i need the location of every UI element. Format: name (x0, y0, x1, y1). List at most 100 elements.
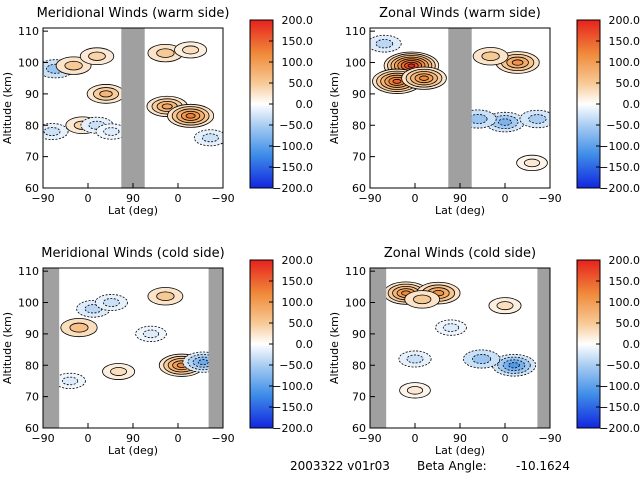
contour-level (413, 294, 432, 305)
colorbar-tick-label: −100.0 (599, 380, 640, 393)
colorbar-tick-label: 0.0 (623, 338, 640, 351)
y-axis-label: Altitude (km) (1, 72, 14, 144)
y-tick-label: 100 (345, 297, 366, 310)
masked-band (121, 28, 145, 188)
x-tick-label: −90 (211, 432, 234, 445)
colorbar-tick-label: 100.0 (282, 296, 314, 309)
x-tick-label: −90 (538, 192, 561, 205)
masked-band (208, 268, 223, 428)
contour-level (523, 158, 541, 168)
run-id-label: 2003322 v01r03 (290, 459, 390, 473)
colorbar-tick-label: 0.0 (296, 98, 314, 111)
y-tick-label: 90 (352, 88, 366, 101)
contour-level (419, 75, 429, 81)
wind-feature-4 (488, 297, 522, 315)
contour-level (481, 51, 500, 62)
colorbar-tick-label: −150.0 (599, 161, 640, 174)
colorbar-tick-label: 50.0 (616, 317, 640, 330)
x-tick-label: 0 (502, 432, 509, 445)
contour-level (102, 298, 120, 307)
contour-field (383, 281, 537, 399)
colorbar-tick-label: −50.0 (606, 119, 640, 132)
y-tick-label: 110 (345, 25, 366, 38)
colorbar-tick-label: 200.0 (609, 254, 640, 267)
wind-feature-5 (495, 51, 540, 74)
colorbar-tick-label: 200.0 (282, 14, 314, 27)
contour-field (43, 41, 223, 147)
contour-level (161, 103, 173, 110)
wind-feature-10 (167, 103, 215, 128)
wind-feature-8 (102, 363, 136, 380)
wind-feature-4 (79, 47, 115, 66)
contour-level (496, 301, 514, 311)
y-tick-label: 80 (352, 359, 366, 372)
y-tick-label: 60 (352, 422, 366, 435)
contour-level (61, 376, 79, 386)
wind-feature-4 (147, 287, 184, 306)
wind-feature-7 (43, 123, 69, 140)
wind-feature-3 (404, 290, 441, 309)
contour-level (103, 127, 120, 136)
contour-level (392, 78, 402, 84)
colorbar-tick-label: −100.0 (272, 140, 313, 153)
y-axis-label: Altitude (km) (328, 312, 341, 384)
x-tick-label: 0 (85, 432, 92, 445)
x-tick-label: 90 (453, 192, 467, 205)
contour-level (185, 113, 196, 119)
x-tick-label: 90 (126, 432, 140, 445)
panel-4: Zonal Winds (cold side) 60 70 80 90 100 110 −90… (328, 246, 640, 457)
contour-level (406, 354, 424, 364)
wind-feature-11 (147, 43, 184, 63)
y-tick-label: 70 (25, 391, 39, 404)
x-tick-label: 0 (502, 192, 509, 205)
y-tick-label: 70 (352, 151, 366, 164)
x-tick-label: −90 (358, 192, 381, 205)
contour-level (110, 367, 128, 376)
y-tick-label: 80 (352, 119, 366, 132)
y-tick-label: 110 (18, 25, 39, 38)
chart-title: Zonal Winds (cold side) (384, 246, 536, 261)
contour-level (197, 359, 209, 366)
wind-feature-10 (516, 154, 548, 172)
contour-level (442, 323, 460, 332)
y-tick-label: 60 (25, 182, 39, 195)
masked-band (448, 28, 472, 188)
colorbar-tick-label: −100.0 (272, 380, 313, 393)
contour-level (99, 90, 113, 98)
x-axis-label: Lat (deg) (108, 204, 158, 217)
chart-title: Meridional Winds (cold side) (41, 246, 224, 261)
x-axis-label: Lat (deg) (108, 444, 158, 457)
contour-level (182, 45, 200, 55)
colorbar-tick-label: 150.0 (282, 35, 314, 48)
x-axis-label: Lat (deg) (435, 204, 485, 217)
y-axis-label: Altitude (km) (1, 312, 14, 384)
y-tick-label: 70 (25, 151, 39, 164)
colorbar-tick-label: 50.0 (616, 77, 640, 90)
y-tick-label: 100 (18, 297, 39, 310)
x-tick-label: 0 (175, 432, 182, 445)
contour-level (508, 362, 520, 369)
colorbar-tick-label: −200.0 (599, 182, 640, 195)
wind-feature-4 (370, 34, 402, 53)
contour-level (88, 51, 106, 61)
wind-feature-2 (55, 56, 92, 75)
y-tick-label: 70 (352, 391, 366, 404)
x-tick-label: −90 (31, 432, 54, 445)
y-tick-label: 90 (25, 88, 39, 101)
contour-level (156, 291, 175, 302)
colorbar-tick-label: 100.0 (282, 56, 314, 69)
x-tick-label: 0 (412, 432, 419, 445)
wind-feature-12 (174, 41, 208, 59)
x-tick-label: −90 (358, 432, 381, 445)
x-tick-label: −90 (538, 432, 561, 445)
contour-level (406, 386, 424, 395)
contour-level (511, 59, 524, 66)
colorbar-tick-label: −150.0 (272, 401, 313, 414)
y-tick-label: 60 (352, 182, 366, 195)
plot-area (43, 268, 223, 428)
y-tick-label: 110 (18, 265, 39, 278)
x-tick-label: 0 (85, 192, 92, 205)
y-axis-label: Altitude (km) (328, 72, 341, 144)
colorbar-tick-label: −200.0 (272, 182, 313, 195)
